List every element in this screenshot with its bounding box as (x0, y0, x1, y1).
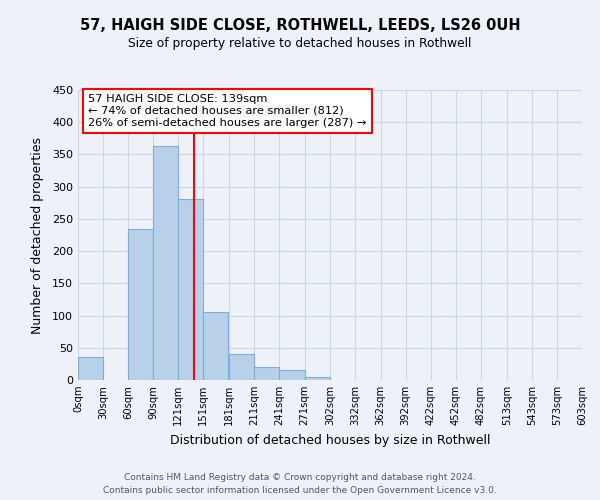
Bar (280, 370, 305, 380)
Bar (153, 146, 178, 380)
Y-axis label: Number of detached properties: Number of detached properties (31, 136, 44, 334)
Text: Contains public sector information licensed under the Open Government Licence v3: Contains public sector information licen… (103, 486, 497, 495)
Text: 57, HAIGH SIDE CLOSE, ROTHWELL, LEEDS, LS26 0UH: 57, HAIGH SIDE CLOSE, ROTHWELL, LEEDS, L… (80, 18, 520, 32)
Bar (254, 367, 280, 380)
Text: 57 HAIGH SIDE CLOSE: 139sqm
← 74% of detached houses are smaller (812)
26% of se: 57 HAIGH SIDE CLOSE: 139sqm ← 74% of det… (88, 94, 367, 128)
Bar (78, 358, 103, 380)
Text: Contains HM Land Registry data © Crown copyright and database right 2024.: Contains HM Land Registry data © Crown c… (124, 472, 476, 482)
X-axis label: Distribution of detached houses by size in Rothwell: Distribution of detached houses by size … (170, 434, 490, 446)
Bar (178, 199, 203, 380)
Bar (128, 228, 153, 380)
Text: Size of property relative to detached houses in Rothwell: Size of property relative to detached ho… (128, 38, 472, 51)
Bar (203, 312, 229, 380)
Bar (229, 354, 254, 380)
Bar (305, 377, 329, 380)
